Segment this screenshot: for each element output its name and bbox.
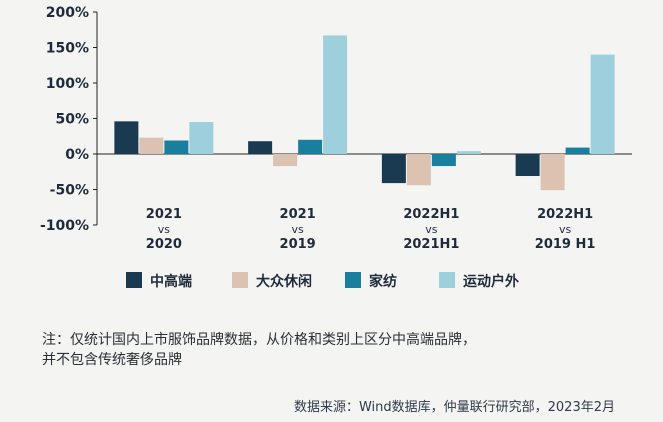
y-tick-label: -100% [40,218,89,234]
bar [565,147,590,154]
category-label: 2022H1 [403,207,459,222]
data-source: 数据来源：Wind数据库，仲量联行研究部，2023年2月 [293,400,615,415]
category-label: vs [559,223,572,236]
bar [139,137,164,154]
category-label: vs [292,223,305,236]
legend-label: 运动户外 [463,273,519,290]
legend-label: 家纺 [369,273,397,290]
category-label: 2022H1 [537,207,593,222]
bar [381,154,406,184]
y-tick-label: 0% [65,147,89,163]
y-tick-label: -50% [50,183,89,199]
bar [114,121,139,154]
category-label: vs [158,223,171,236]
bar [456,151,481,154]
bar [164,140,189,154]
legend-swatch [345,272,361,288]
category-label: vs [425,223,438,236]
y-tick-label: 150% [46,41,89,57]
category-label: 2020 [146,237,182,252]
bar [273,154,298,167]
y-tick-label: 100% [46,76,89,92]
legend-swatch [126,272,142,288]
bar [590,54,615,154]
category-label: 2021H1 [403,237,459,252]
chart: 200%150%100%50%0%-50%-100%2021vs20202021… [40,5,632,290]
legend-swatch [232,272,248,288]
bar [515,154,540,177]
bar [189,122,214,154]
category-label: 2019 [280,237,316,252]
y-tick-label: 200% [46,5,89,21]
legend-label: 中高端 [150,273,192,290]
bar [298,139,323,154]
category-label: 2019 H1 [535,237,596,252]
footnote: 注：仅统计国内上市服饰品牌数据，从价格和类别上区分中高端品牌， 并不包含传统奢侈… [42,330,642,370]
bar [323,35,348,154]
bar [248,141,273,154]
bar [406,154,431,186]
bar [540,154,565,191]
category-label: 2021 [146,207,182,222]
y-tick-label: 50% [55,112,89,128]
legend-label: 大众休闲 [256,273,312,290]
footnote-line-2: 并不包含传统奢侈品牌 [42,352,182,368]
legend-swatch [439,272,455,288]
category-label: 2021 [280,207,316,222]
bar [431,154,456,167]
footnote-line-1: 注：仅统计国内上市服饰品牌数据，从价格和类别上区分中高端品牌， [42,332,476,348]
